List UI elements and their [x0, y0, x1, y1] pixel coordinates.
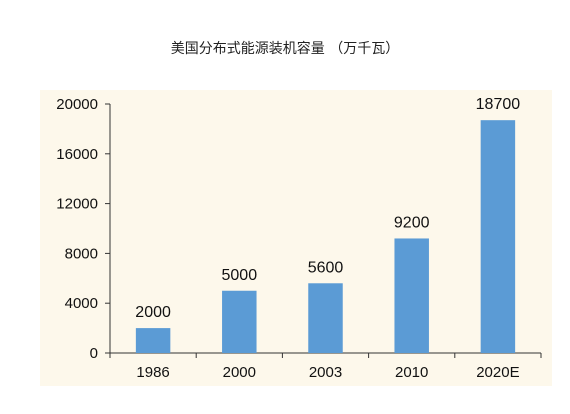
bar-2000 — [222, 290, 257, 353]
data-label: 9200 — [394, 214, 430, 231]
plot-background — [40, 90, 552, 386]
bar-1986 — [135, 328, 171, 353]
y-tick-label: 8000 — [65, 245, 98, 262]
x-tick-label: 2020E — [476, 364, 519, 381]
x-tick-label: 1986 — [136, 364, 169, 381]
bar-2010 — [394, 238, 429, 353]
x-tick-label: 2000 — [223, 364, 256, 381]
x-tick-label: 2003 — [309, 364, 342, 381]
chart-title: 美国分布式能源装机容量 （万千瓦） — [170, 41, 400, 57]
y-tick-label: 16000 — [56, 146, 98, 163]
data-label: 2000 — [135, 304, 171, 321]
bar-2003 — [308, 283, 343, 353]
data-label: 5000 — [222, 267, 258, 284]
x-tick-label: 2010 — [395, 364, 428, 381]
data-label: 5600 — [308, 259, 344, 276]
data-label: 18700 — [476, 96, 521, 113]
y-tick-label: 20000 — [56, 96, 98, 113]
bar-2020E — [480, 120, 516, 353]
y-tick-label: 12000 — [56, 196, 98, 213]
y-tick-label: 0 — [90, 345, 98, 362]
y-tick-label: 4000 — [65, 295, 98, 312]
